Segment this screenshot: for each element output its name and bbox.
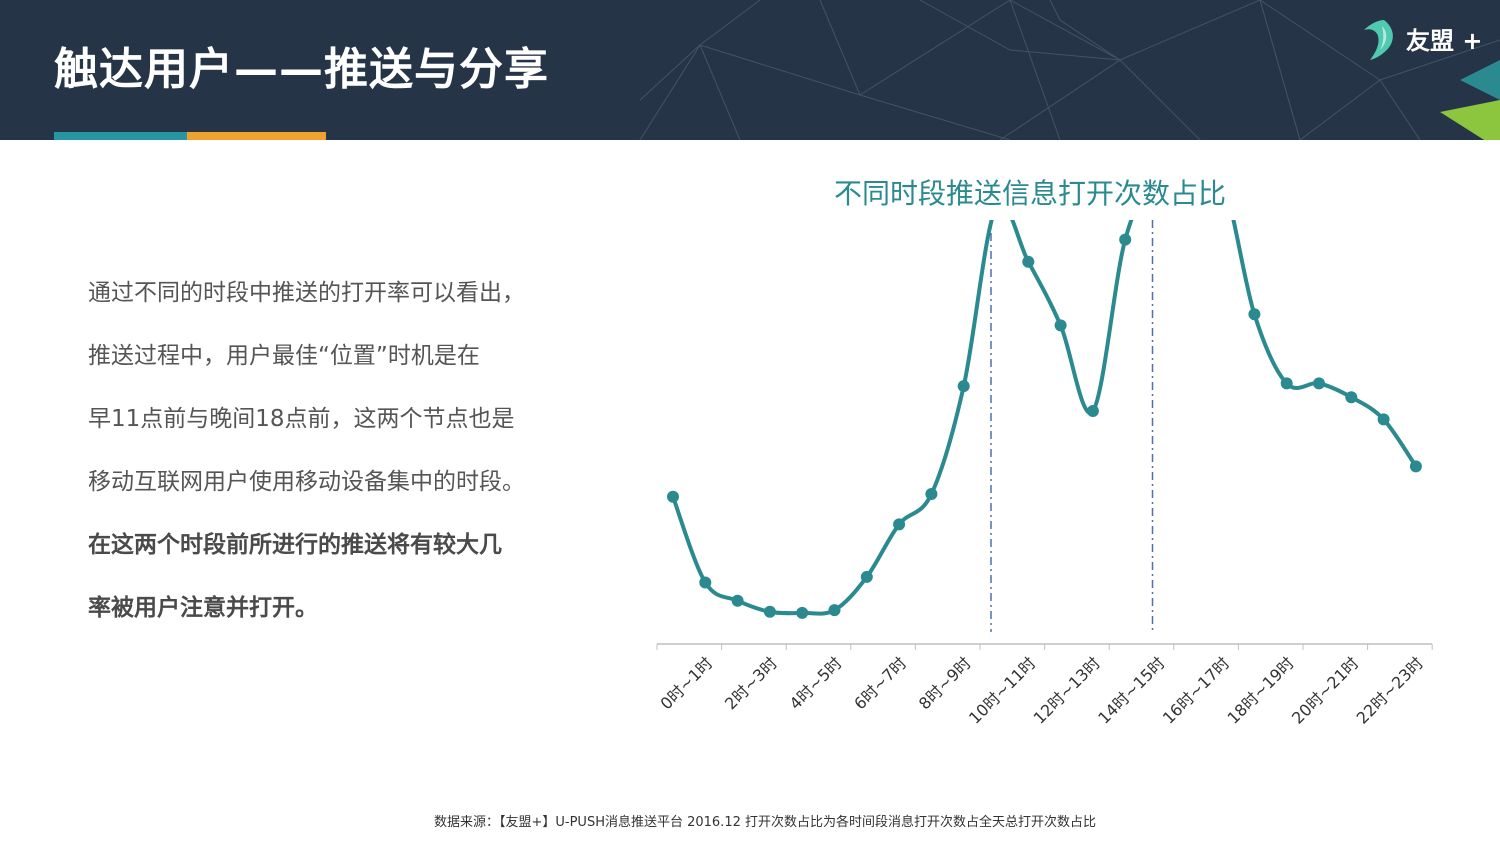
polygon-pattern: [639, 0, 1500, 140]
accent-bar-teal: [54, 132, 187, 140]
accent-bar-orange: [187, 132, 326, 140]
corner-decoration: [1440, 60, 1500, 140]
x-tick-label: 6时~7时: [850, 653, 910, 713]
x-tick-label: 20时~21时: [1288, 653, 1362, 727]
description-line: 移动互联网用户使用移动设备集中的时段。: [88, 469, 525, 495]
data-point: [828, 604, 841, 617]
x-tick-label: 2时~3时: [721, 653, 781, 713]
data-point: [1086, 405, 1099, 418]
header-banner: 触达用户——推送与分享 友盟 +: [0, 0, 1500, 140]
x-tick-label: 0时~1时: [656, 653, 716, 713]
series-line: [671, 220, 1418, 616]
data-point: [1345, 391, 1358, 404]
bird-logo-icon: [1364, 20, 1393, 60]
x-tick-label: 10时~11时: [965, 653, 1039, 727]
x-tick-label: 22时~23时: [1353, 653, 1427, 727]
description-bold-line: 率被用户注意并打开。: [88, 595, 318, 621]
page-title: 触达用户——推送与分享: [54, 44, 549, 95]
description-line: 通过不同的时段中推送的打开率可以看出，: [88, 280, 525, 306]
data-point: [731, 594, 744, 607]
data-point: [1377, 413, 1390, 426]
data-point: [1313, 377, 1325, 390]
description-line: 推送过程中，用户最佳“位置”时机是在: [88, 343, 480, 369]
source-footnote: 数据来源：【友盟+】U-PUSH消息推送平台 2016.12 打开次数占比为各时…: [433, 815, 1096, 830]
umeng-logo: 友盟 +: [1362, 18, 1492, 62]
description-line: 早11点前与晚间18点前，这两个节点也是: [88, 406, 515, 432]
data-point: [925, 487, 938, 500]
data-point: [1022, 255, 1035, 268]
x-tick-label: 16时~17时: [1159, 653, 1233, 727]
data-point: [699, 576, 712, 589]
data-point: [893, 518, 906, 531]
description-bold-line: 在这两个时段前所进行的推送将有较大几: [88, 532, 502, 558]
data-point: [1280, 377, 1293, 390]
x-tick-label: 14时~15时: [1094, 653, 1168, 727]
data-point: [1248, 308, 1261, 321]
chart-title: 不同时段推送信息打开次数占比: [833, 177, 1226, 210]
data-point: [860, 570, 873, 583]
data-point: [957, 380, 970, 393]
x-tick-label: 4时~5时: [786, 653, 846, 713]
data-point: [1054, 319, 1067, 332]
logo-text: 友盟 +: [1406, 27, 1483, 55]
description-text: 通过不同的时段中推送的打开率可以看出， 推送过程中，用户最佳“位置”时机是在 早…: [88, 262, 588, 640]
x-tick-label: 12时~13时: [1030, 653, 1104, 727]
data-point: [763, 605, 776, 618]
data-point: [1119, 233, 1132, 246]
data-point: [667, 490, 679, 503]
data-point: [796, 606, 809, 619]
x-tick-label: 18时~19时: [1223, 653, 1297, 727]
line-chart: 0时~1时 2时~3时 4时~5时 6时~7时 8时~9时10时~11时12时~13时1…: [656, 220, 1433, 728]
x-tick-label: 8时~9时: [915, 653, 975, 713]
data-point: [1409, 460, 1422, 473]
